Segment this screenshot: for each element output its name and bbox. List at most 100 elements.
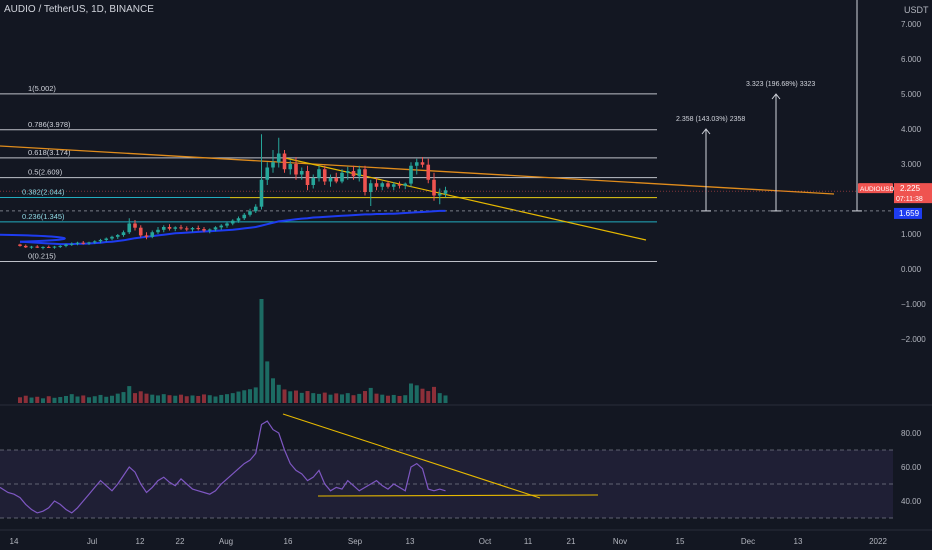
price-tick-label: 5.000 bbox=[901, 90, 922, 99]
candle-body bbox=[236, 218, 241, 221]
volume-bar bbox=[64, 395, 68, 403]
time-tick-label: Oct bbox=[479, 537, 492, 546]
volume-bar bbox=[380, 394, 385, 403]
volume-bar bbox=[144, 393, 149, 403]
volume-bar bbox=[363, 391, 367, 403]
price-tick-label: 4.000 bbox=[901, 125, 922, 134]
volume-bar bbox=[345, 393, 350, 403]
last-price-value: 2.225 bbox=[900, 184, 921, 193]
volume-bar bbox=[225, 394, 229, 403]
volume-bar bbox=[317, 393, 321, 403]
ma-price-value: 1.659 bbox=[899, 209, 920, 218]
rsi-line bbox=[0, 420, 446, 514]
volume-bar bbox=[282, 389, 287, 403]
candle-body bbox=[363, 169, 367, 192]
volume-bar bbox=[351, 395, 356, 403]
candle-body bbox=[35, 246, 40, 248]
volume-bar bbox=[276, 384, 281, 403]
candle-body bbox=[357, 169, 362, 177]
volume-bar bbox=[127, 386, 132, 403]
candle-body bbox=[391, 184, 396, 187]
time-tick-label: Aug bbox=[219, 537, 233, 546]
candle-body bbox=[213, 227, 218, 230]
volume-bar bbox=[98, 394, 103, 403]
rsi-support-line bbox=[317, 494, 599, 497]
volume-bar bbox=[420, 388, 425, 403]
ma-price-badge bbox=[894, 207, 922, 219]
candle-body bbox=[64, 244, 68, 246]
time-tick-label: 22 bbox=[176, 537, 185, 546]
candle-body bbox=[322, 169, 327, 182]
volume-bar bbox=[265, 361, 270, 403]
volume-bar bbox=[207, 395, 212, 403]
fib-level-label: 0.786(3.978) bbox=[28, 120, 71, 129]
candle-body bbox=[345, 171, 350, 173]
fib-level-label: 0.618(3.174) bbox=[28, 148, 71, 157]
volume-bar bbox=[69, 394, 74, 403]
volume-bar bbox=[52, 397, 57, 403]
volume-bar bbox=[340, 394, 344, 403]
target-arrowhead bbox=[701, 128, 711, 135]
price-tick-label: 3.000 bbox=[901, 160, 922, 169]
price-tick-label: −2.000 bbox=[901, 335, 926, 344]
volume-bar bbox=[391, 394, 396, 403]
candle-body bbox=[46, 246, 51, 248]
volume-bar bbox=[437, 393, 442, 403]
volume-bar bbox=[150, 394, 155, 403]
symbol-badge-label: AUDIOUSDT bbox=[860, 186, 898, 193]
candle-body bbox=[282, 153, 287, 170]
rsi-tick-label: 40.00 bbox=[901, 497, 922, 506]
price-scale bbox=[893, 0, 932, 550]
volume-bar bbox=[196, 395, 201, 403]
volume-bar bbox=[230, 393, 235, 403]
volume-bar bbox=[23, 395, 28, 403]
candle-body bbox=[248, 211, 252, 215]
target-label: 3.323 (196.68%) 3323 bbox=[746, 81, 815, 88]
bar-countdown: 07:11:38 bbox=[896, 196, 923, 203]
candle-body bbox=[58, 245, 63, 247]
candle-body bbox=[420, 162, 425, 165]
time-tick-label: 14 bbox=[10, 537, 19, 546]
volume-bar bbox=[121, 392, 126, 403]
volume-bar bbox=[92, 396, 97, 403]
candle-body bbox=[52, 246, 57, 248]
candle-body bbox=[351, 171, 356, 177]
volume-bar bbox=[75, 396, 80, 403]
candle-body bbox=[75, 242, 80, 244]
volume-bar bbox=[443, 395, 448, 403]
chart-title: AUDIO / TetherUS, 1D, BINANCE bbox=[4, 4, 154, 15]
candle-body bbox=[340, 172, 344, 182]
volume-bar bbox=[190, 395, 195, 403]
time-tick-label: Jul bbox=[87, 537, 97, 546]
trend-line-short bbox=[284, 157, 647, 241]
volume-bar bbox=[242, 390, 247, 403]
volume-bar bbox=[184, 396, 189, 403]
candle-body bbox=[288, 164, 293, 170]
candle-body bbox=[98, 239, 103, 242]
moving-average-line bbox=[0, 233, 66, 243]
moving-average-line bbox=[19, 209, 446, 246]
target-arrowhead bbox=[771, 93, 781, 100]
candle-body bbox=[409, 165, 413, 184]
volume-bar bbox=[397, 395, 402, 403]
candle-body bbox=[426, 164, 431, 180]
volume-bar bbox=[41, 398, 45, 403]
candle-body bbox=[299, 171, 304, 175]
candle-body bbox=[190, 228, 195, 230]
volume-bar bbox=[167, 395, 172, 403]
candle-body bbox=[432, 179, 436, 196]
volume-bar bbox=[253, 387, 258, 403]
candle-body bbox=[305, 171, 310, 185]
candle-body bbox=[92, 241, 97, 243]
volume-bar bbox=[35, 396, 40, 403]
volume-bar bbox=[259, 299, 264, 403]
candle-body bbox=[184, 228, 189, 230]
volume-bar bbox=[409, 383, 413, 403]
time-tick-label: Nov bbox=[613, 537, 627, 546]
candle-body bbox=[386, 183, 390, 187]
fib-level-label: 0(0.215) bbox=[28, 251, 56, 260]
candle-body bbox=[156, 229, 160, 233]
candle-body bbox=[328, 178, 333, 182]
candle-body bbox=[380, 183, 385, 187]
